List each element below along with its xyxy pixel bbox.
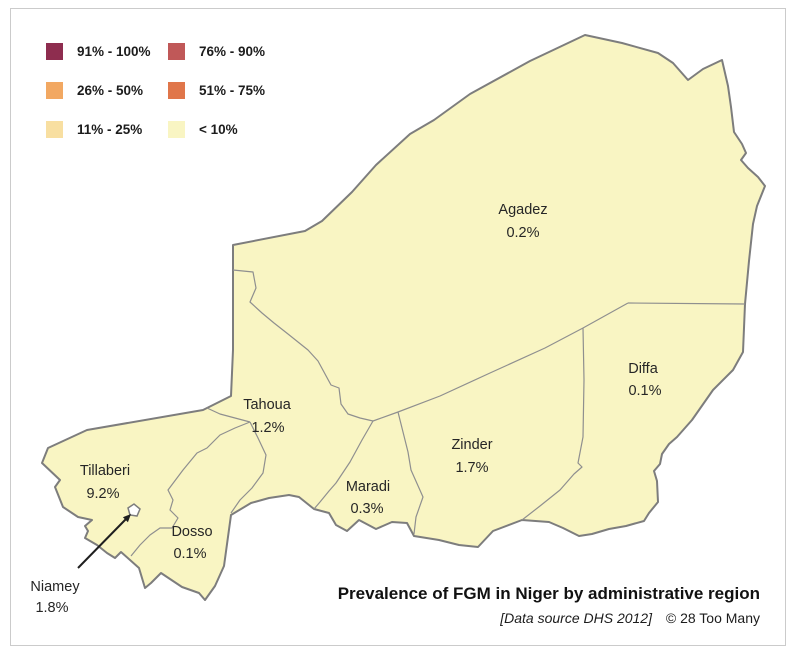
region-value-zinder: 1.7% bbox=[455, 460, 488, 476]
region-borders bbox=[130, 269, 746, 557]
region-value-tahoua: 1.2% bbox=[251, 420, 284, 436]
legend-label-91-100: 91% - 100% bbox=[77, 43, 151, 59]
legend-swatch-76-90 bbox=[168, 42, 185, 60]
legend-label-51-75: 51% - 75% bbox=[199, 82, 266, 98]
legend-swatch-under-10 bbox=[168, 120, 185, 138]
region-value-dosso: 0.1% bbox=[173, 546, 206, 562]
legend-label-under-10: < 10% bbox=[199, 121, 238, 137]
legend-swatch-91-100 bbox=[46, 42, 63, 60]
region-name-maradi: Maradi bbox=[346, 479, 390, 495]
region-label-zinder: Zinder 1.7% bbox=[451, 437, 492, 476]
legend-label-11-25: 11% - 25% bbox=[77, 121, 143, 137]
legend-item-76-90: 76% - 90% bbox=[168, 42, 265, 60]
legend-swatch-26-50 bbox=[46, 81, 63, 99]
region-name-zinder: Zinder bbox=[451, 437, 492, 453]
figure-title: Prevalence of FGM in Niger by administra… bbox=[337, 584, 760, 603]
niger-country-shape bbox=[41, 34, 766, 601]
region-label-dosso: Dosso 0.1% bbox=[171, 524, 212, 562]
legend-item-51-75: 51% - 75% bbox=[168, 81, 265, 99]
figure-source-line: [Data source DHS 2012] © 28 Too Many bbox=[338, 610, 760, 626]
niamey-pointer-arrowhead bbox=[122, 514, 131, 523]
region-label-tahoua: Tahoua 1.2% bbox=[243, 397, 292, 436]
region-value-agadez: 0.2% bbox=[506, 225, 539, 241]
region-value-diffa: 0.1% bbox=[628, 383, 661, 399]
region-name-diffa: Diffa bbox=[628, 361, 658, 377]
region-value-niamey: 1.8% bbox=[35, 600, 68, 616]
legend-label-76-90: 76% - 90% bbox=[199, 43, 266, 59]
data-source-text: [Data source DHS 2012] bbox=[500, 610, 652, 626]
region-label-niamey: Niamey 1.8% bbox=[30, 579, 80, 616]
region-name-tahoua: Tahoua bbox=[243, 397, 292, 413]
legend-label-26-50: 26% - 50% bbox=[77, 82, 144, 98]
region-label-maradi: Maradi 0.3% bbox=[346, 479, 390, 517]
region-value-tillaberi: 9.2% bbox=[86, 486, 119, 502]
region-value-maradi: 0.3% bbox=[350, 501, 383, 517]
prevalence-legend: 91% - 100% 76% - 90% 26% - 50% 51% - 75%… bbox=[46, 42, 265, 138]
legend-item-under-10: < 10% bbox=[168, 120, 265, 138]
region-name-tillaberi: Tillaberi bbox=[80, 463, 130, 479]
region-label-diffa: Diffa 0.1% bbox=[628, 361, 661, 399]
region-name-niamey: Niamey bbox=[30, 579, 80, 595]
copyright-credit-text: © 28 Too Many bbox=[665, 610, 760, 626]
figure-footer: Prevalence of FGM in Niger by administra… bbox=[338, 584, 760, 626]
legend-item-26-50: 26% - 50% bbox=[46, 81, 168, 99]
legend-swatch-51-75 bbox=[168, 81, 185, 99]
niamey-pointer-line bbox=[77, 518, 127, 569]
region-label-tillaberi: Tillaberi 9.2% bbox=[80, 463, 130, 502]
legend-swatch-11-25 bbox=[46, 120, 63, 138]
region-name-dosso: Dosso bbox=[171, 524, 212, 540]
niamey-enclave-shape bbox=[127, 503, 141, 517]
legend-item-91-100: 91% - 100% bbox=[46, 42, 168, 60]
legend-item-11-25: 11% - 25% bbox=[46, 120, 168, 138]
region-label-agadez: Agadez 0.2% bbox=[498, 202, 547, 241]
region-name-agadez: Agadez bbox=[498, 202, 547, 218]
